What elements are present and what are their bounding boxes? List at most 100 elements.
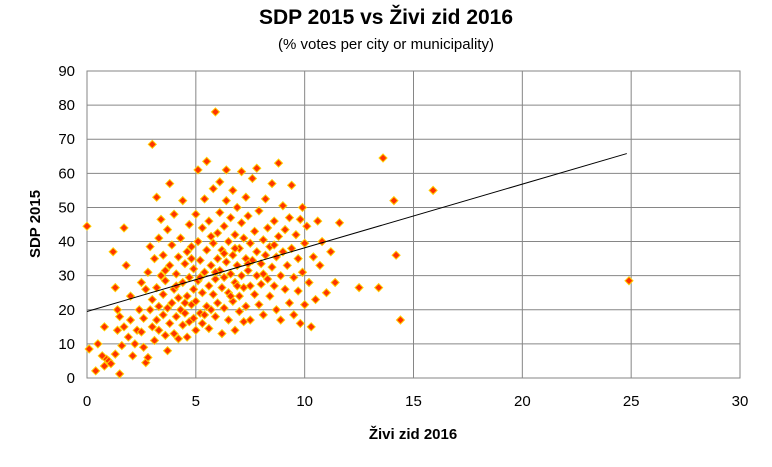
data-point — [162, 224, 173, 235]
data-point — [330, 277, 340, 288]
data-point — [389, 195, 399, 206]
data-point — [82, 221, 92, 231]
data-point — [186, 253, 197, 264]
data-point — [428, 185, 438, 196]
chart-title: SDP 2015 vs Živi zid 2016 — [258, 6, 514, 29]
data-point — [265, 291, 275, 301]
data-point — [147, 322, 158, 332]
data-point — [252, 247, 262, 257]
data-point — [315, 260, 325, 271]
data-point — [236, 218, 247, 228]
data-point — [249, 289, 260, 300]
data-point — [293, 253, 303, 264]
data-point — [171, 269, 181, 279]
data-point — [173, 252, 184, 262]
data-point — [267, 178, 277, 189]
data-point — [195, 255, 205, 266]
data-point — [219, 272, 229, 283]
data-point — [225, 212, 236, 223]
data-point — [208, 183, 218, 194]
y-tick-label: 40 — [58, 234, 75, 251]
data-point — [165, 318, 175, 329]
data-point — [267, 262, 277, 272]
data-point — [167, 240, 177, 250]
data-point — [180, 298, 190, 308]
data-point — [258, 235, 269, 245]
data-point — [245, 281, 255, 291]
data-point — [169, 328, 179, 339]
data-point — [154, 325, 164, 335]
y-tick-label: 70 — [58, 131, 75, 148]
data-point — [269, 216, 279, 226]
y-tick-label: 50 — [58, 199, 75, 216]
data-point — [221, 257, 232, 267]
data-point — [282, 260, 292, 271]
data-point — [310, 294, 321, 305]
data-point — [149, 253, 160, 264]
data-point — [232, 202, 242, 213]
data-point — [180, 259, 190, 269]
data-point — [90, 366, 101, 376]
data-point — [273, 231, 284, 242]
data-point — [99, 361, 110, 371]
data-point — [145, 241, 155, 252]
data-point — [99, 322, 110, 332]
data-point — [286, 243, 297, 254]
data-point — [219, 221, 229, 231]
data-point — [297, 267, 308, 277]
data-point — [151, 315, 162, 325]
data-point — [206, 231, 216, 242]
data-point — [136, 327, 147, 337]
data-point — [156, 270, 166, 281]
data-point — [193, 236, 203, 247]
data-point — [334, 218, 345, 228]
y-tick-label: 0 — [67, 370, 75, 387]
data-point — [217, 282, 227, 293]
data-point — [110, 282, 121, 293]
data-point — [276, 315, 286, 325]
data-point — [178, 195, 188, 206]
data-point — [160, 276, 171, 286]
data-point — [210, 274, 221, 284]
data-point — [230, 230, 240, 240]
data-point — [293, 286, 303, 296]
data-point — [354, 282, 364, 293]
data-point — [278, 201, 288, 211]
data-point — [276, 270, 286, 281]
data-point — [188, 284, 199, 295]
data-point — [243, 265, 253, 276]
data-point — [119, 322, 129, 332]
data-point — [160, 265, 171, 276]
data-point — [260, 194, 271, 204]
data-point — [158, 250, 168, 260]
data-point — [289, 310, 299, 320]
axis-ticks: 0 5 10 15 20 25 30 0 10 20 30 40 50 60 70 80 90 — [58, 63, 748, 410]
grid-lines — [87, 71, 740, 378]
data-point — [295, 214, 306, 225]
trendline — [86, 153, 627, 312]
data-point — [149, 335, 160, 346]
data-point — [130, 339, 140, 349]
data-point — [249, 226, 260, 237]
data-point — [378, 153, 388, 163]
data-point — [119, 223, 129, 233]
data-point — [239, 233, 249, 243]
data-point — [162, 346, 173, 356]
data-point — [291, 230, 301, 240]
data-point — [191, 209, 201, 219]
y-tick-label: 10 — [58, 336, 75, 353]
x-tick-label: 10 — [296, 393, 313, 410]
data-point — [145, 305, 155, 315]
data-point — [223, 315, 234, 325]
data-point — [117, 340, 127, 351]
data-point — [280, 224, 290, 235]
data-point — [308, 252, 319, 262]
x-axis-title: Živi zid 2016 — [369, 425, 457, 443]
data-point — [212, 228, 223, 238]
data-point — [193, 165, 203, 175]
data-point — [225, 291, 236, 301]
data-point — [121, 260, 131, 271]
data-point — [221, 165, 232, 175]
data-point — [186, 241, 197, 252]
data-point — [191, 296, 201, 306]
